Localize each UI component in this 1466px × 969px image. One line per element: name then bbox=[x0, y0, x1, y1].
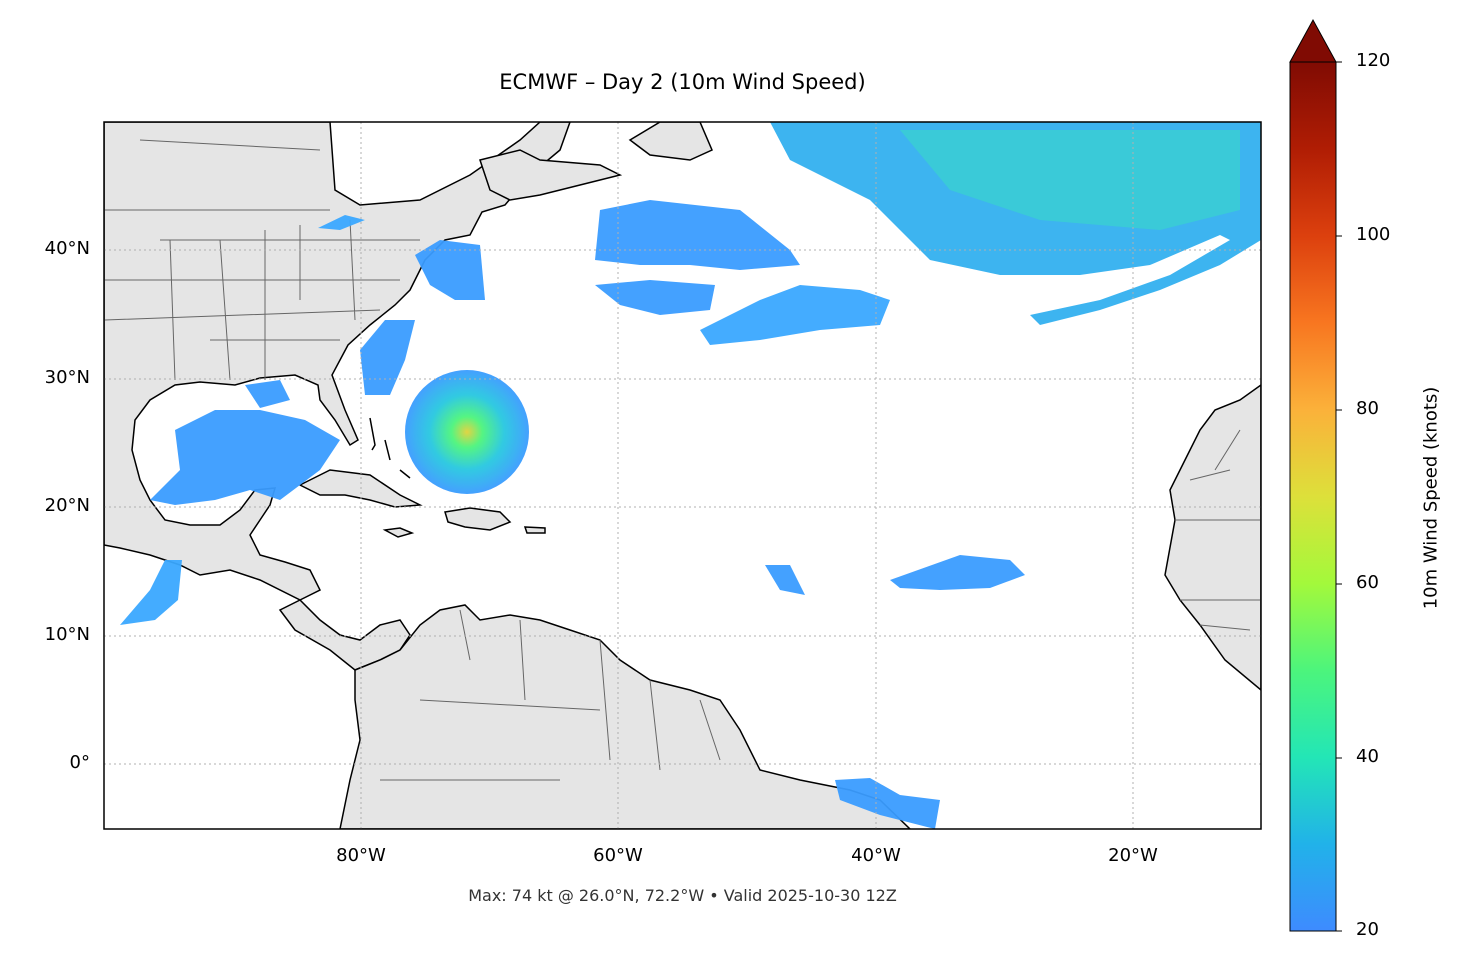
colorbar bbox=[1289, 18, 1342, 932]
map-area bbox=[104, 122, 1261, 829]
colorbar-tick-40: 40 bbox=[1356, 746, 1379, 767]
wind-patch-gulf bbox=[150, 410, 340, 505]
lat-label-0: 0° bbox=[69, 752, 90, 773]
wind-patch-us-coast bbox=[415, 240, 485, 300]
colorbar-tick-80: 80 bbox=[1356, 398, 1379, 419]
wind-patch-central-2 bbox=[595, 280, 715, 315]
colorbar-gradient bbox=[1289, 61, 1337, 932]
cuba-land bbox=[298, 469, 423, 508]
lon-label-40w: 40°W bbox=[851, 845, 901, 866]
lon-label-80w: 80°W bbox=[336, 845, 386, 866]
colorbar-label: 10m Wind Speed (knots) bbox=[1420, 386, 1442, 610]
hispaniola-land bbox=[444, 507, 512, 531]
colorbar-tick-20: 20 bbox=[1356, 919, 1379, 940]
wind-patch-west-tropics bbox=[765, 565, 805, 595]
colorbar-tick-100: 100 bbox=[1356, 224, 1391, 245]
lon-label-60w: 60°W bbox=[593, 845, 643, 866]
wind-patch-lakes bbox=[318, 215, 365, 230]
map-title: ECMWF – Day 2 (10m Wind Speed) bbox=[499, 70, 866, 94]
north-america-land bbox=[104, 122, 571, 671]
colorbar-tick-60: 60 bbox=[1356, 572, 1379, 593]
wind-patch-equator bbox=[835, 778, 940, 829]
lon-label-20w: 20°W bbox=[1108, 845, 1158, 866]
wind-field bbox=[120, 122, 1261, 829]
nova-scotia-land bbox=[479, 149, 623, 201]
colorbar-extend-arrow bbox=[1289, 18, 1337, 63]
wind-patch-us-coast-2 bbox=[360, 320, 415, 395]
lat-label-10n: 10°N bbox=[44, 624, 90, 645]
south-america-land bbox=[339, 604, 912, 829]
lat-label-40n: 40°N bbox=[44, 238, 90, 259]
wind-patch-core bbox=[900, 130, 1240, 230]
lat-label-20n: 20°N bbox=[44, 495, 90, 516]
map-footer: Max: 74 kt @ 26.0°N, 72.2°W • Valid 2025… bbox=[468, 886, 897, 905]
colorbar-tick-120: 120 bbox=[1356, 50, 1391, 71]
wind-patch-central-3 bbox=[700, 285, 890, 345]
wind-patch-central bbox=[595, 200, 800, 270]
wind-patch-pacific bbox=[120, 560, 182, 625]
wind-patch-gulf-north bbox=[245, 380, 290, 408]
bahamas-land bbox=[369, 417, 411, 479]
jamaica-land bbox=[382, 527, 415, 538]
newfoundland-land bbox=[628, 122, 713, 161]
hurricane-core bbox=[405, 370, 529, 494]
puerto-rico-land bbox=[523, 526, 546, 534]
borders bbox=[104, 139, 1260, 781]
wind-patch-east-tropics bbox=[890, 555, 1025, 590]
map-frame bbox=[103, 121, 1262, 830]
lat-label-30n: 30°N bbox=[44, 367, 90, 388]
land-layer bbox=[104, 122, 1261, 829]
